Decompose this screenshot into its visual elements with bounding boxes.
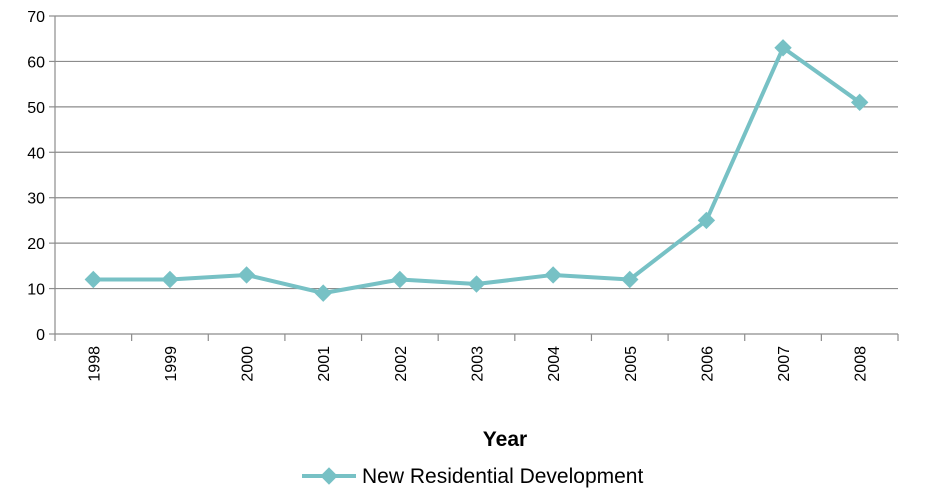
y-tick-label: 10 [27,282,45,299]
y-tick-label: 0 [36,327,45,344]
x-tick-label: 2002 [393,346,410,382]
x-tick-label: 2001 [316,346,333,382]
data-point [850,93,869,112]
data-point [84,270,103,289]
x-tick-label: 2007 [776,346,793,382]
x-axis-title: Year [483,428,527,451]
x-axis-tick-labels: 1998 1999 2000 2001 2002 2003 2004 2005 2006 2007… [86,346,869,382]
x-tick-label: 2004 [546,346,563,382]
data-point [621,270,639,289]
data-point [314,284,332,302]
legend-label: New Residential Development [362,465,643,488]
data-point [237,266,256,284]
axes [49,15,899,341]
y-tick-label: 50 [27,100,45,117]
y-tick-label: 70 [27,9,45,26]
data-point [467,275,486,293]
series-line [93,45,861,296]
data-point [544,266,562,284]
x-tick-label: 2008 [853,346,870,382]
data-point [774,39,792,57]
data-point [697,211,716,230]
series-layer [84,39,869,302]
legend-marker [320,467,338,485]
x-tick-label: 2000 [240,346,257,382]
x-tick-label: 2006 [699,346,716,382]
x-tick-label: 1998 [86,346,103,382]
data-point [391,270,409,289]
y-tick-label: 40 [27,145,45,162]
y-axis-tick-labels: 0 10 20 30 40 50 60 70 [27,9,45,344]
legend: New Residential Development [302,465,643,488]
data-point [161,270,179,289]
y-tick-label: 30 [27,191,45,208]
y-tick-label: 20 [27,236,45,253]
y-tick-label: 60 [27,54,45,71]
x-tick-label: 1999 [163,346,180,382]
x-tick-label: 2005 [623,346,640,382]
gridlines [55,15,898,290]
x-tick-label: 2003 [470,346,487,382]
